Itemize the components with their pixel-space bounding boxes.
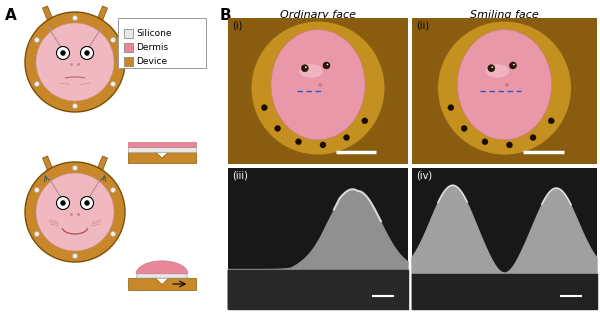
Circle shape [482,139,488,145]
Circle shape [275,126,281,131]
Bar [118,18,206,68]
Text: (iv): (iv) [416,171,432,181]
Circle shape [491,66,493,68]
Bar [412,168,597,309]
Text: (i): (i) [232,21,242,31]
Circle shape [34,187,40,192]
Circle shape [34,232,40,237]
Ellipse shape [457,30,551,140]
Bar [124,57,133,66]
Circle shape [73,16,77,20]
Ellipse shape [485,64,509,78]
Circle shape [344,135,350,141]
Circle shape [323,62,330,69]
Polygon shape [228,190,408,309]
Circle shape [77,213,80,216]
Circle shape [320,142,326,148]
Circle shape [362,118,368,124]
Circle shape [56,197,70,209]
Polygon shape [43,156,55,177]
Bar [128,152,196,163]
Text: B: B [220,8,232,23]
Circle shape [110,38,116,43]
Polygon shape [43,6,55,27]
Circle shape [548,118,554,124]
Circle shape [25,12,125,112]
Circle shape [530,135,536,141]
Bar [412,18,597,164]
Circle shape [73,254,77,259]
Ellipse shape [271,30,365,140]
Circle shape [110,232,116,237]
Circle shape [448,105,454,110]
Circle shape [34,81,40,86]
Circle shape [25,162,125,262]
Circle shape [60,50,66,56]
Text: (iii): (iii) [232,171,248,181]
Polygon shape [136,267,188,278]
Polygon shape [136,261,188,274]
Circle shape [506,142,512,148]
Circle shape [73,104,77,109]
Text: Dermis: Dermis [136,44,168,53]
Circle shape [326,64,328,65]
Circle shape [56,47,70,59]
Circle shape [110,187,116,192]
Bar [128,147,196,152]
Circle shape [36,23,114,101]
Circle shape [110,81,116,86]
Circle shape [84,50,90,56]
Bar [228,168,408,309]
Polygon shape [412,186,597,309]
Circle shape [80,47,94,59]
Polygon shape [95,6,107,27]
Circle shape [461,126,467,131]
Text: Silicone: Silicone [136,29,172,38]
Circle shape [73,166,77,171]
Circle shape [513,64,515,65]
Circle shape [437,21,572,155]
Bar [128,142,196,147]
Circle shape [505,83,509,87]
Circle shape [295,139,301,145]
Text: (ii): (ii) [416,21,429,31]
Circle shape [319,83,322,87]
Circle shape [60,200,66,206]
Circle shape [34,38,40,43]
Bar [124,29,133,38]
Circle shape [70,63,73,66]
Circle shape [301,65,308,72]
Circle shape [70,213,73,216]
Circle shape [251,21,385,155]
Text: Smiling face: Smiling face [470,10,539,20]
Text: Ordinary face: Ordinary face [280,10,356,20]
Text: Device: Device [136,58,167,66]
Circle shape [262,105,268,110]
Ellipse shape [299,64,323,78]
Polygon shape [155,152,169,158]
Circle shape [36,173,114,251]
Bar [128,278,196,290]
Bar [228,18,408,164]
Polygon shape [155,278,169,285]
Circle shape [80,197,94,209]
Circle shape [509,62,517,69]
Circle shape [84,200,90,206]
Circle shape [77,63,80,66]
Circle shape [488,65,495,72]
Text: A: A [5,8,17,23]
Circle shape [305,66,307,68]
Polygon shape [95,156,107,177]
Bar [124,43,133,52]
